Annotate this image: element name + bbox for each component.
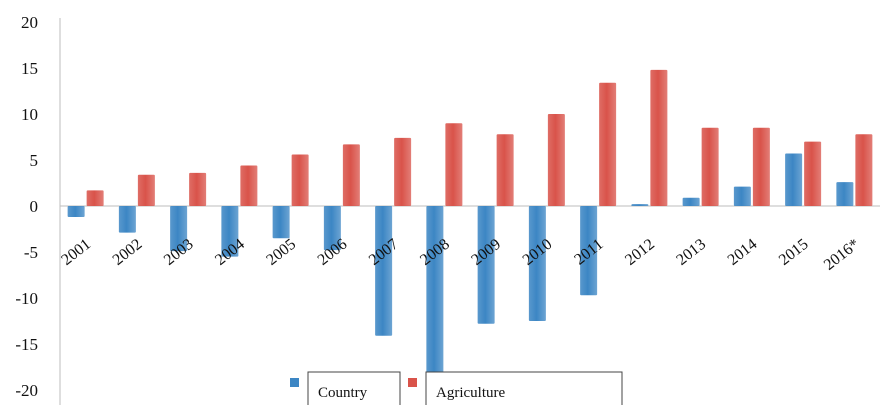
bar-agriculture-2015: [804, 141, 822, 206]
bar-country-2001: [67, 206, 85, 218]
x-tick-label: 2002: [110, 236, 146, 269]
legend-swatch-country: [290, 378, 299, 387]
bar-agriculture-2011: [599, 82, 617, 206]
bar-agriculture-2007: [394, 137, 412, 206]
x-tick-label: 2004: [212, 236, 248, 269]
y-tick-label: -10: [15, 289, 38, 308]
bar-agriculture-2010: [547, 114, 565, 206]
bar-agriculture-2005: [291, 154, 309, 206]
y-tick-label: 15: [21, 59, 38, 78]
x-tick-label: 2013: [673, 236, 709, 269]
y-tick-label: 5: [30, 151, 39, 170]
bar-country-2009: [477, 206, 495, 324]
x-tick-label: 2003: [161, 236, 197, 269]
y-tick-label: 20: [21, 13, 38, 32]
legend-label-country: Country: [318, 385, 368, 401]
bar-agriculture-2006: [342, 144, 360, 206]
bar-agriculture-2009: [496, 134, 514, 206]
legend-box-agriculture: [425, 371, 623, 405]
legend-label-agriculture: Agriculture: [436, 385, 505, 401]
bar-country-2015: [785, 153, 803, 206]
y-tick-label: 10: [21, 105, 38, 124]
bar-country-2003: [170, 206, 188, 252]
bar-country-2016: [836, 182, 854, 206]
legend-swatch-agriculture: [408, 378, 417, 387]
bar-country-2010: [528, 206, 546, 321]
bar-country-2007: [375, 206, 393, 336]
bar-agriculture-2003: [189, 172, 207, 206]
y-tick-label: -5: [24, 243, 38, 262]
bar-country-2012: [631, 204, 649, 206]
x-tick-labels: 2001 2002 2003 2004 2005 2006 2007 2008 2009 2010…: [58, 236, 862, 274]
x-tick-label: 2005: [263, 236, 299, 269]
bar-country-2011: [580, 206, 598, 296]
x-tick-label: 2015: [776, 236, 812, 269]
bar-agriculture-2013: [701, 127, 719, 206]
legend: Country Agriculture: [290, 371, 623, 405]
legend-box-country: [307, 371, 401, 405]
bar-agriculture-2014: [752, 127, 770, 206]
x-tick-label: 2006: [315, 236, 351, 269]
bar-agriculture-2016: [855, 134, 873, 206]
bar-agriculture-2002: [137, 174, 155, 206]
bar-country-2002: [118, 206, 136, 233]
y-tick-label: -15: [15, 335, 38, 354]
bar-agriculture-2001: [86, 190, 104, 206]
y-tick-label: 0: [30, 197, 39, 216]
bar-country-2008: [426, 206, 444, 380]
bar-agriculture-2008: [445, 123, 463, 206]
x-tick-label: 2001: [58, 236, 94, 269]
bar-country-2004: [221, 206, 239, 257]
bar-agriculture-2012: [650, 69, 668, 206]
bar-country-2013: [682, 197, 700, 206]
bar-agriculture-2004: [240, 165, 258, 206]
y-tick-label: -20: [15, 381, 38, 400]
bar-country-2006: [323, 206, 341, 251]
bar-country-2005: [272, 206, 290, 239]
y-tick-labels: 20 15 10 5 0 -5 -10 -15 -20: [15, 13, 38, 400]
x-tick-label: 2016*: [821, 236, 863, 274]
bars: [67, 69, 873, 380]
x-tick-label: 2012: [622, 236, 658, 269]
bar-country-2014: [733, 186, 751, 206]
x-tick-label: 2014: [725, 236, 761, 269]
